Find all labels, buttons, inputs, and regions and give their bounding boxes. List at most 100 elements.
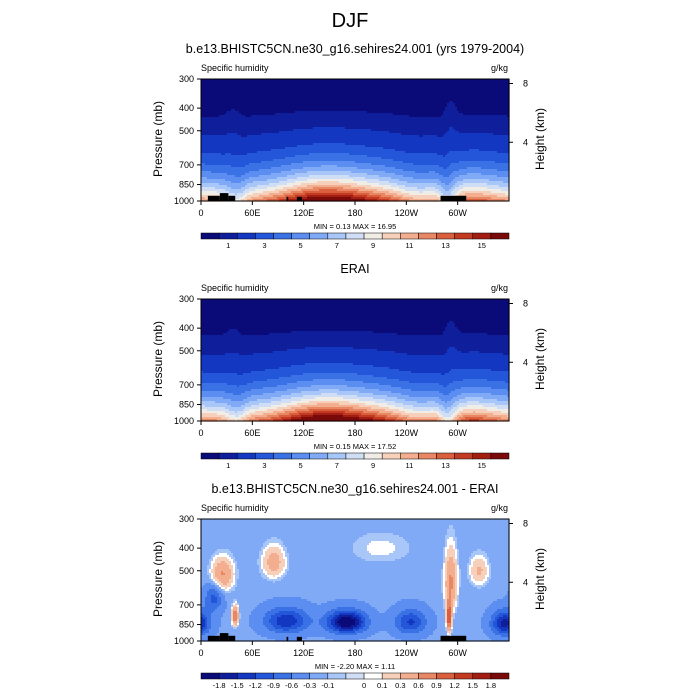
colorbar-box-diff-14: [455, 673, 473, 679]
y-right-tick-label-obs-1: 4: [523, 357, 528, 367]
colorbar-label-diff-12: 1.2: [449, 681, 459, 690]
colorbar-label-model-3: 7: [335, 241, 339, 250]
x-tick-label-obs-5: 60W: [448, 428, 467, 438]
y-right-tick-label-model-1: 4: [523, 137, 528, 147]
colorbar-label-obs-4: 9: [371, 461, 375, 470]
colorbar-label-diff-4: -0.6: [285, 681, 298, 690]
colorbar-box-diff-1: [219, 673, 237, 679]
colorbar-box-obs-9: [364, 453, 382, 459]
colorbar-label-model-2: 5: [299, 241, 303, 250]
topography-mask-diff-5: [441, 636, 467, 641]
topography-mask-model-0: [208, 196, 220, 201]
x-tick-label-diff-5: 60W: [448, 648, 467, 658]
colorbar-box-diff-12: [418, 673, 436, 679]
colorbar-box-model-3: [255, 233, 273, 239]
topography-mask-diff-2: [228, 636, 235, 641]
colorbar-box-model-2: [237, 233, 255, 239]
topography-mask-diff-4: [297, 637, 302, 641]
colorbar-box-model-7: [328, 233, 346, 239]
x-tick-label-diff-1: 60E: [244, 648, 260, 658]
colorbar-box-model-15: [473, 233, 491, 239]
contour-field-diff: [201, 519, 510, 642]
x-tick-label-model-4: 120W: [395, 208, 419, 218]
colorbar-box-model-10: [382, 233, 400, 239]
y-right-tick-label-diff-0: 8: [523, 519, 528, 529]
x-tick-label-model-3: 180: [347, 208, 362, 218]
x-tick-label-model-2: 120E: [293, 208, 314, 218]
colorbar-box-diff-4: [273, 673, 291, 679]
colorbar-label-obs-7: 15: [478, 461, 486, 470]
topography-mask-diff-1: [220, 633, 229, 641]
colorbar-box-model-14: [455, 233, 473, 239]
colorbar-box-model-5: [292, 233, 310, 239]
y-right-tick-label-obs-0: 8: [523, 299, 528, 309]
colorbar-box-obs-12: [418, 453, 436, 459]
x-tick-label-model-1: 60E: [244, 208, 260, 218]
colorbar-box-model-8: [346, 233, 364, 239]
x-tick-label-obs-3: 180: [347, 428, 362, 438]
colorbar-label-obs-1: 3: [262, 461, 266, 470]
y-tick-label-model-4: 850: [179, 180, 194, 190]
colorbar-label-diff-5: -0.3: [303, 681, 316, 690]
colorbar-box-model-6: [310, 233, 328, 239]
colorbar-box-model-1: [219, 233, 237, 239]
x-tick-label-diff-4: 120W: [395, 648, 419, 658]
colorbar-box-obs-13: [437, 453, 455, 459]
colorbar-box-diff-0: [201, 673, 219, 679]
colorbar-box-diff-8: [346, 673, 364, 679]
colorbar-box-diff-6: [310, 673, 328, 679]
colorbar-box-obs-1: [219, 453, 237, 459]
y-tick-label-obs-3: 700: [179, 380, 194, 390]
y-tick-label-diff-3: 700: [179, 600, 194, 610]
colorbar-box-obs-8: [346, 453, 364, 459]
colorbar-box-diff-7: [328, 673, 346, 679]
topography-mask-model-2: [228, 196, 235, 201]
colorbar-box-obs-5: [292, 453, 310, 459]
y-right-tick-label-model-0: 8: [523, 79, 528, 89]
colorbar-label-obs-5: 11: [405, 461, 413, 470]
y-tick-label-model-3: 700: [179, 160, 194, 170]
colorbar-box-obs-2: [237, 453, 255, 459]
colorbar-box-diff-16: [491, 673, 509, 679]
y-tick-label-obs-5: 1000: [174, 416, 194, 426]
contour-field-obs: [201, 299, 510, 422]
y-tick-label-obs-0: 300: [179, 294, 194, 304]
topography-mask-diff-0: [208, 636, 220, 641]
colorbar-box-obs-10: [382, 453, 400, 459]
x-tick-label-obs-0: 0: [198, 428, 203, 438]
colorbar-label-model-6: 13: [441, 241, 449, 250]
y-tick-label-obs-2: 500: [179, 346, 194, 356]
colorbar-box-model-11: [400, 233, 418, 239]
colorbar-box-obs-16: [491, 453, 509, 459]
x-tick-label-model-5: 60W: [448, 208, 467, 218]
colorbar-box-diff-11: [400, 673, 418, 679]
colorbar-box-obs-11: [400, 453, 418, 459]
colorbar-box-diff-5: [292, 673, 310, 679]
x-tick-label-diff-0: 0: [198, 648, 203, 658]
y-tick-label-diff-2: 500: [179, 566, 194, 576]
y-right-tick-label-diff-1: 4: [523, 577, 528, 587]
colorbar-label-obs-0: 1: [226, 461, 230, 470]
colorbar-box-model-0: [201, 233, 219, 239]
colorbar-label-diff-11: 0.9: [431, 681, 441, 690]
colorbar-label-obs-3: 7: [335, 461, 339, 470]
colorbar-label-diff-2: -1.2: [249, 681, 262, 690]
colorbar-box-obs-0: [201, 453, 219, 459]
topography-mask-model-1: [220, 193, 229, 201]
colorbar-box-diff-2: [237, 673, 255, 679]
colorbar-box-model-16: [491, 233, 509, 239]
colorbar-label-model-1: 3: [262, 241, 266, 250]
y-tick-label-model-1: 400: [179, 103, 194, 113]
y-tick-label-model-0: 300: [179, 74, 194, 84]
colorbar-label-diff-13: 1.5: [468, 681, 478, 690]
colorbar-label-obs-2: 5: [299, 461, 303, 470]
topography-mask-diff-3: [287, 637, 289, 641]
colorbar-label-obs-6: 13: [441, 461, 449, 470]
y-tick-label-diff-4: 850: [179, 620, 194, 630]
colorbar-label-model-7: 15: [478, 241, 486, 250]
x-tick-label-obs-2: 120E: [293, 428, 314, 438]
colorbar-label-diff-6: -0.1: [321, 681, 334, 690]
colorbar-box-diff-9: [364, 673, 382, 679]
colorbar-label-diff-7: 0: [362, 681, 366, 690]
